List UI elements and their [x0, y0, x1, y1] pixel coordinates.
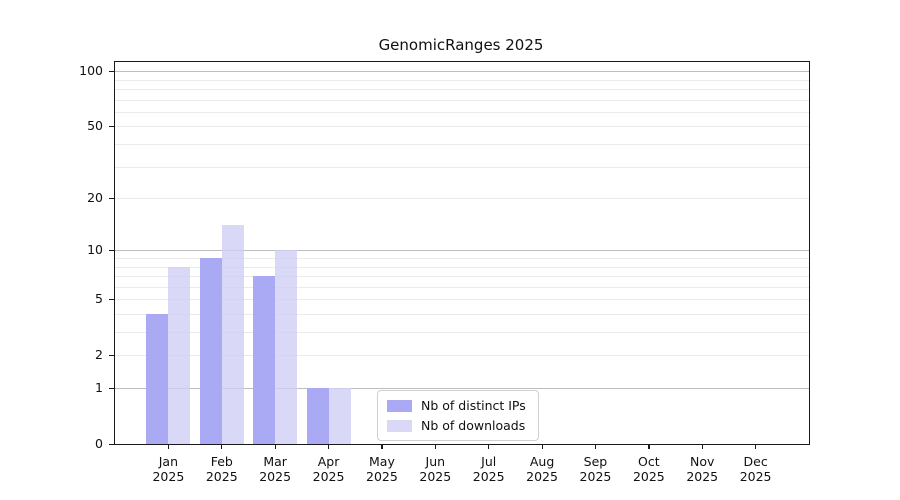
x-tick-mark — [274, 444, 276, 449]
y-tick-mark — [109, 387, 114, 389]
y-tick-mark — [109, 197, 114, 199]
minor-gridline — [115, 144, 809, 146]
major-gridline — [115, 388, 809, 389]
bar-distinct-ips — [306, 388, 329, 444]
minor-gridline — [115, 99, 809, 101]
x-tick-mark — [594, 444, 597, 449]
y-tick-label: 0 — [95, 436, 103, 451]
minor-gridline — [115, 258, 809, 259]
x-tick-mark — [701, 444, 703, 449]
y-tick-label: 100 — [79, 63, 103, 79]
bar-distinct-ips — [253, 276, 276, 444]
x-tick-mark — [541, 444, 543, 449]
x-tick-label: Aug 2025 — [526, 454, 558, 484]
legend-label-downloads: Nb of downloads — [421, 418, 526, 433]
y-tick-mark — [109, 298, 114, 300]
minor-gridline — [115, 286, 809, 288]
legend-label-distinct-ips: Nb of distinct IPs — [421, 398, 526, 413]
x-tick-label: Jul 2025 — [472, 454, 505, 484]
plot-area: Nb of distinct IPs Nb of downloads 0 1 2 5 1… — [79, 61, 810, 484]
minor-gridline — [115, 276, 809, 278]
x-tick-mark — [434, 444, 436, 449]
x-tick-label: Dec 2025 — [739, 454, 772, 484]
minor-gridline — [115, 89, 809, 91]
y-tick-label: 2 — [95, 347, 103, 363]
x-tick-label: Apr 2025 — [312, 454, 345, 484]
x-tick-label: Oct 2025 — [632, 454, 665, 484]
major-gridline — [115, 250, 809, 252]
bar-downloads — [221, 225, 244, 444]
x-tick-label: May 2025 — [366, 454, 398, 484]
x-tick-mark — [488, 444, 490, 449]
minor-gridline — [115, 166, 809, 168]
legend-swatch-downloads — [387, 419, 412, 432]
y-tick-mark — [109, 70, 114, 72]
y-tick-mark — [109, 354, 114, 356]
minor-gridline — [115, 355, 809, 357]
y-tick-label: 50 — [87, 118, 103, 134]
x-tick-mark — [648, 444, 650, 449]
major-gridline — [115, 71, 809, 73]
x-tick-label: Jan 2025 — [152, 454, 185, 484]
minor-gridline — [115, 111, 809, 113]
x-tick-label: Feb 2025 — [205, 454, 238, 484]
y-tick-label: 10 — [87, 242, 103, 258]
y-tick-label: 1 — [95, 380, 103, 395]
x-tick-mark — [328, 444, 330, 449]
minor-gridline — [115, 79, 809, 81]
x-tick-mark — [381, 444, 383, 449]
x-tick-label: Nov 2025 — [686, 454, 719, 484]
minor-gridline — [115, 198, 809, 200]
x-tick-mark — [167, 444, 170, 449]
chart-title: GenomicRanges 2025 — [378, 36, 544, 54]
y-tick-mark — [109, 443, 114, 445]
x-tick-label: Jun 2025 — [419, 454, 452, 484]
minor-gridline — [115, 313, 809, 315]
legend-swatch-distinct-ips — [387, 399, 412, 412]
bar-downloads — [275, 250, 298, 444]
y-tick-mark — [109, 249, 114, 251]
y-tick-label: 5 — [95, 291, 103, 307]
bar-distinct-ips — [146, 314, 169, 444]
legend-item-distinct-ips: Nb of distinct IPs — [387, 398, 526, 413]
minor-gridline — [115, 332, 809, 334]
legend-item-downloads: Nb of downloads — [387, 418, 526, 433]
bar-distinct-ips — [199, 258, 222, 444]
x-tick-mark — [755, 444, 757, 449]
x-tick-label: Mar 2025 — [259, 454, 292, 484]
minor-gridline — [115, 126, 809, 128]
bar-downloads — [168, 266, 191, 444]
legend: Nb of distinct IPs Nb of downloads — [377, 390, 539, 441]
y-tick-mark — [109, 125, 114, 128]
x-tick-mark — [221, 444, 223, 449]
minor-gridline — [115, 299, 809, 301]
bar-downloads — [328, 388, 351, 444]
minor-gridline — [115, 266, 809, 268]
x-tick-label: Sep 2025 — [579, 454, 612, 484]
y-tick-label: 20 — [87, 190, 103, 206]
